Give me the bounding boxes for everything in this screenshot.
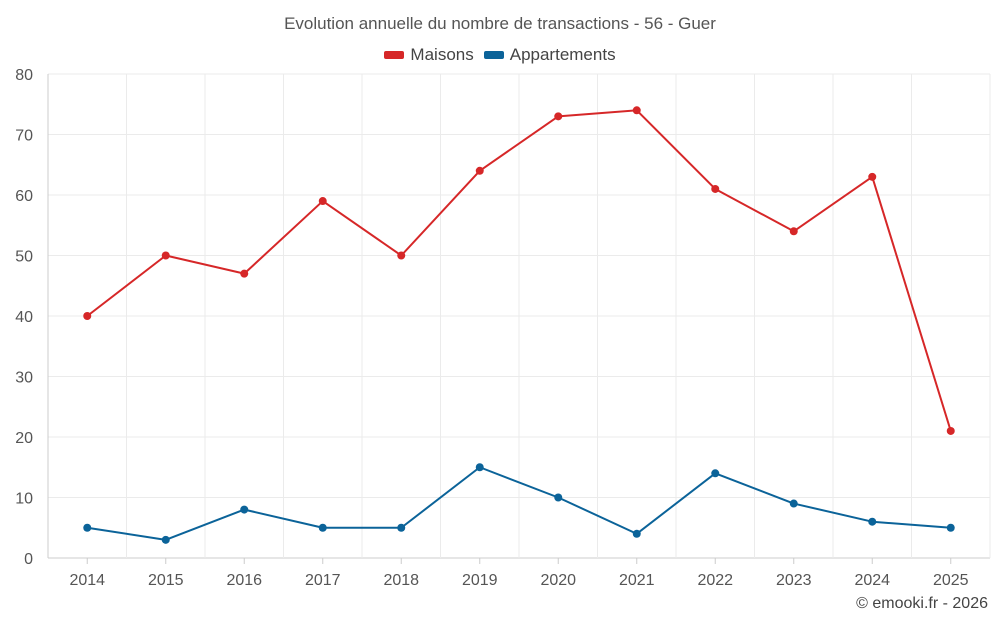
data-point-appartements	[554, 493, 563, 502]
x-tick-label: 2025	[933, 572, 969, 589]
data-point-maisons	[632, 106, 641, 115]
data-point-appartements	[632, 529, 641, 538]
legend-swatch-appartements	[483, 51, 504, 59]
y-tick-label: 70	[15, 128, 33, 145]
y-tick-label: 60	[15, 188, 33, 205]
data-point-appartements	[318, 523, 327, 532]
legend: Maisons Appartements	[0, 45, 1000, 65]
y-tick-label: 40	[15, 309, 33, 326]
x-tick-label: 2023	[776, 572, 812, 589]
x-tick-label: 2014	[69, 572, 105, 589]
data-point-appartements	[397, 523, 406, 532]
x-tick-label: 2017	[305, 572, 341, 589]
x-tick-label: 2015	[148, 572, 184, 589]
x-tick-label: 2020	[540, 572, 576, 589]
x-tick-label: 2018	[383, 572, 419, 589]
data-point-maisons	[868, 172, 877, 181]
legend-item-maisons[interactable]: Maisons	[384, 45, 474, 65]
y-tick-label: 50	[15, 249, 33, 266]
data-point-appartements	[161, 535, 170, 544]
data-point-maisons	[554, 112, 563, 121]
data-point-appartements	[868, 517, 877, 526]
y-tick-label: 80	[15, 67, 33, 84]
legend-item-appartements[interactable]: Appartements	[483, 45, 616, 65]
chart-title: Evolution annuelle du nombre de transact…	[284, 14, 716, 33]
y-tick-label: 10	[15, 491, 33, 508]
series-line-maisons	[86, 109, 952, 432]
data-point-appartements	[240, 505, 249, 514]
x-tick-label: 2019	[462, 572, 498, 589]
data-point-maisons	[240, 269, 249, 278]
data-point-appartements	[711, 469, 720, 478]
data-point-maisons	[397, 251, 406, 260]
x-tick-label: 2024	[854, 572, 890, 589]
data-point-appartements	[83, 523, 92, 532]
data-point-maisons	[161, 251, 170, 260]
series-line-appartements	[87, 466, 951, 541]
data-point-maisons	[946, 426, 955, 435]
x-tick-label: 2021	[619, 572, 655, 589]
y-tick-label: 30	[15, 370, 33, 387]
legend-label-appartements: Appartements	[509, 45, 616, 64]
y-tick-label: 20	[15, 430, 33, 447]
data-point-maisons	[711, 184, 720, 193]
data-point-maisons	[475, 166, 484, 175]
data-point-appartements	[946, 523, 955, 532]
data-point-maisons	[318, 197, 327, 206]
data-point-maisons	[83, 312, 92, 320]
credit-text: © emooki.fr - 2026	[856, 595, 988, 612]
y-tick-label: 0	[24, 551, 33, 568]
legend-swatch-maisons	[384, 51, 405, 59]
x-tick-label: 2022	[697, 572, 733, 589]
x-tick-label: 2016	[226, 572, 262, 589]
data-point-appartements	[475, 463, 484, 472]
data-point-appartements	[789, 499, 798, 508]
data-point-maisons	[789, 227, 798, 236]
legend-label-maisons: Maisons	[410, 45, 474, 64]
